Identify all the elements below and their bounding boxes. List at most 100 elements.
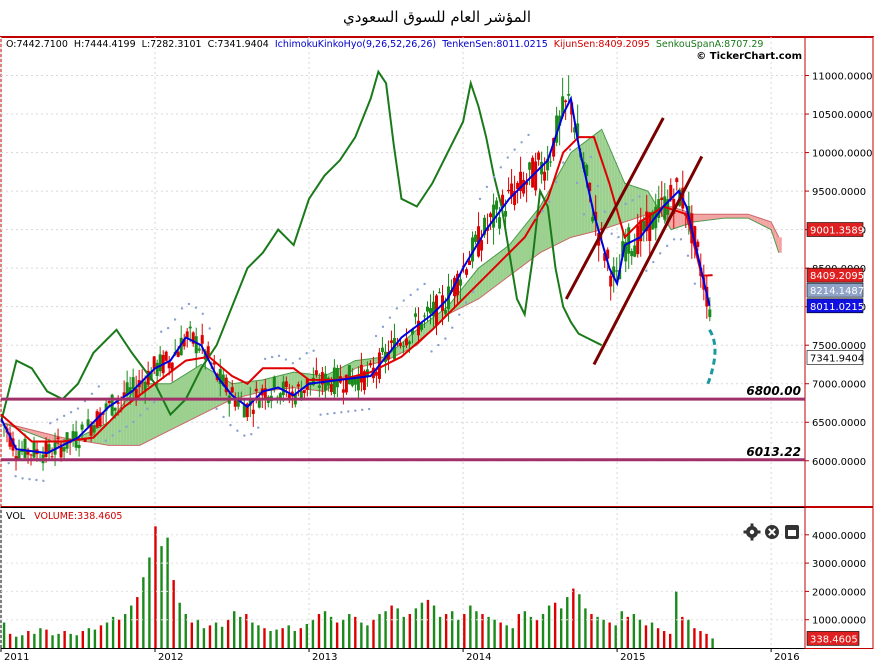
candle-body [353,378,357,385]
cloud-segment [605,137,609,229]
volume-tick-label: 2000.0000 [812,587,866,598]
candle-body [413,313,417,317]
parabolic-dot [69,411,73,414]
parabolic-dot [347,410,350,413]
volume-bar [75,635,78,648]
cloud-segment [201,364,205,415]
candle-body [374,371,378,376]
volume-bar [602,619,605,648]
candle-body [666,199,670,215]
parabolic-dot [582,213,586,216]
parabolic-dot [326,412,329,416]
volume-bar [426,599,430,648]
candle-body [356,375,360,391]
volume-bar [305,623,309,648]
parabolic-dot [395,307,399,310]
support-label: 6800.00 [746,384,801,398]
cloud-segment [464,281,468,306]
volume-tick-label: 1000.0000 [812,616,866,627]
volume-bar [299,628,303,648]
parabolic-dot [603,210,606,213]
candle-body [456,273,460,296]
volume-bar [457,619,460,648]
volume-bar [220,626,224,648]
cloud-segment [701,214,705,222]
parabolic-dot [215,407,218,411]
parabolic-dot [90,392,94,396]
candle-body [254,388,258,392]
volume-bar [699,631,702,648]
parabolic-dot [693,282,697,285]
parabolic-dot [340,411,343,414]
volume-bar [711,638,714,648]
candle-body [344,374,348,393]
candle-body [47,444,51,454]
candle-body [480,240,484,251]
close-circle-icon[interactable] [765,525,779,539]
volume-bar [148,557,151,648]
volume-bar [632,614,636,648]
cloud-segment [575,146,579,237]
cloud-segment [739,214,743,219]
cloud-segment [572,149,576,237]
cloud-segment [204,366,208,413]
parabolic-dot [125,425,128,428]
parabolic-dot [381,325,385,329]
high-value: H:7444.4199 [74,39,136,50]
cloud-segment [491,256,495,290]
volume-bar [414,608,418,648]
candle-body [507,189,511,192]
cloud-segment [345,364,349,376]
volume-bar [566,597,569,648]
window-icon[interactable] [785,525,799,539]
candle-body [320,372,324,385]
candle-body [167,361,171,369]
candle-body [531,157,535,188]
volume-bar [136,597,139,648]
candle-body [561,96,565,117]
candle-body [350,376,354,386]
price-tick-label: 6500.0000 [812,418,866,429]
chart-frame[interactable]: 6800.00 6013.22 6000.0000 6500.0000 7000.00… [0,36,874,664]
chart-canvas[interactable]: 6800.00 6013.22 6000.0000 6500.0000 7000.00… [0,37,874,664]
candle-body [236,399,240,407]
cloud-segment [111,414,115,446]
parabolic-dot [250,432,253,436]
volume-bar [354,616,357,648]
tenkan-sen-line [1,95,711,455]
volume-panel[interactable] [0,507,806,649]
parabolic-dot [146,407,149,411]
gear-icon[interactable] [743,523,761,541]
candle-body [489,213,493,218]
candle-body [471,237,475,262]
cloud-segment [718,214,722,219]
volume-bar [257,625,260,648]
tenkan-value: TenkenSen:8011.0215 [441,39,548,50]
volume-bar [202,628,206,648]
parabolic-dot [568,148,572,151]
cloud-segment [614,158,618,226]
volume-bar [81,631,85,648]
volume-bar [33,633,36,648]
volume-bar [293,631,296,648]
candle-body [44,442,48,458]
cloud-segment [156,383,160,437]
candle-body [134,388,138,399]
candle-body [341,389,345,393]
volume-bar [475,611,478,648]
candle-body [636,225,640,255]
candle-body [146,370,150,385]
kijun-value: KijunSen:8409.2095 [554,39,650,50]
parabolic-dot [35,478,38,482]
parabolic-dot [520,141,523,144]
low-value: L:7282.3101 [142,39,202,50]
candle-body [516,182,520,190]
volume-tick-label: 3000.0000 [812,559,866,570]
candle-body [513,191,517,206]
volume-bar [541,614,545,648]
candle-body [278,393,282,399]
candle-body [696,241,700,247]
cloud-segment [554,176,558,246]
candle-body [492,204,496,228]
volume-bar [360,622,363,648]
